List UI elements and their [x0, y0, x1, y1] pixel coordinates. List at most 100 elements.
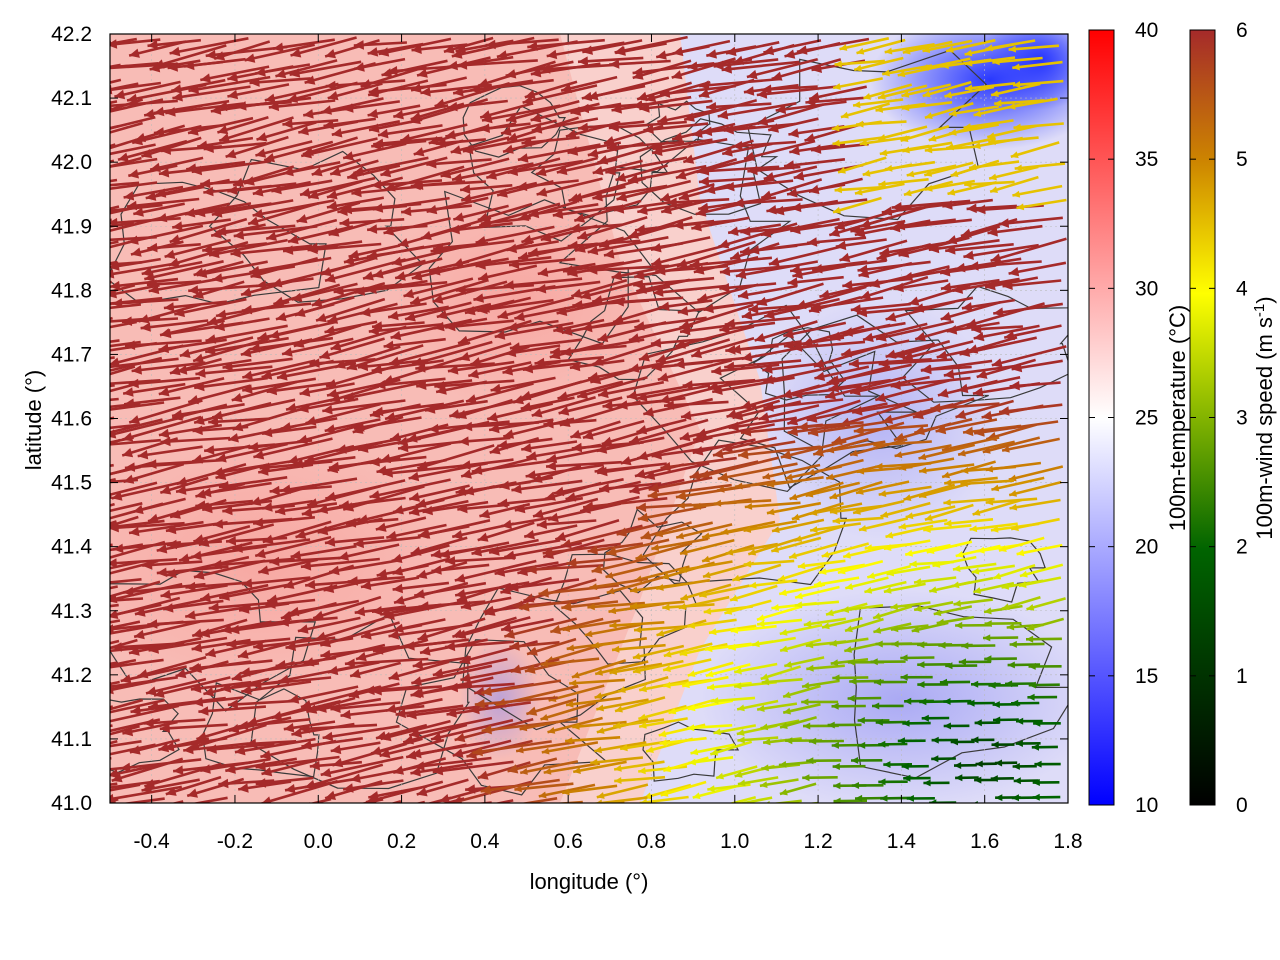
wind-vector-head — [436, 310, 448, 320]
wind-vector-head — [1007, 102, 1016, 110]
wind-vector — [145, 677, 207, 695]
wind-vector-head — [299, 387, 311, 397]
wind-vector — [142, 560, 203, 567]
wind-vector-head — [141, 804, 151, 814]
wind-vector-head — [451, 49, 463, 59]
wind-vector-head — [481, 113, 493, 124]
wind-vector-head — [840, 111, 849, 119]
wind-vector — [110, 423, 139, 430]
wind-vector-head — [639, 685, 647, 693]
wind-vector-head — [40, 110, 51, 119]
wind-vector — [963, 119, 1014, 130]
wind-vector-head — [942, 200, 953, 210]
wind-vector-head — [679, 566, 687, 573]
wind-vector-head — [383, 340, 394, 351]
wind-vector-head — [447, 60, 458, 71]
wind-vector — [191, 638, 251, 651]
wind-vector — [110, 658, 137, 667]
wind-vector — [733, 662, 778, 674]
wind-vector — [249, 256, 332, 274]
wind-vector — [480, 778, 560, 793]
wind-vector-head — [878, 778, 886, 786]
wind-vector-head — [516, 181, 528, 192]
wind-vector-head — [386, 530, 397, 541]
wind-vector-head — [639, 798, 648, 803]
wind-vector — [195, 365, 273, 376]
wind-vector-head — [501, 519, 512, 530]
wind-vector-head — [856, 47, 865, 55]
wind-vector-head — [763, 402, 774, 412]
wind-vector-head — [509, 342, 521, 352]
wind-vector — [650, 236, 711, 251]
wind-vector-head — [728, 643, 736, 651]
wind-vector-head — [884, 47, 893, 55]
wind-vector-head — [890, 603, 899, 611]
wind-vector — [825, 464, 882, 480]
wind-vector-head — [333, 286, 344, 296]
wind-vector-head — [241, 685, 252, 695]
wind-vector — [1001, 437, 1060, 452]
wind-vector-head — [744, 503, 753, 510]
wind-vector — [674, 356, 753, 367]
wind-vector-head — [592, 192, 603, 202]
wind-vector-head — [167, 62, 178, 72]
wind-vector — [991, 345, 1067, 367]
wind-vector — [532, 497, 599, 518]
wind-vector-head — [306, 704, 318, 714]
wind-vector — [128, 520, 204, 535]
wind-vector-head — [229, 624, 240, 635]
wind-vector-head — [953, 600, 962, 607]
wind-vector-head — [813, 447, 824, 457]
wind-vector-head — [85, 627, 96, 636]
wind-vector-head — [480, 217, 492, 228]
wind-vector-head — [758, 412, 770, 422]
x-tick-label: 1.4 — [887, 830, 917, 853]
wind-vector-head — [39, 160, 50, 169]
wind-vector — [322, 724, 400, 740]
wind-vector — [628, 324, 694, 342]
wind-vector — [434, 379, 515, 388]
wind-vector — [703, 298, 772, 312]
wind-vector — [231, 380, 298, 402]
wind-vector — [86, 806, 143, 820]
wind-vector-head — [793, 171, 805, 181]
wind-vector — [432, 657, 508, 677]
wind-vector-head — [259, 462, 270, 472]
wind-vector — [842, 277, 913, 288]
wind-vector-head — [1009, 490, 1017, 497]
wind-vector-head — [806, 757, 814, 765]
wind-vector — [110, 502, 143, 513]
wind-vector-head — [645, 92, 657, 103]
wind-vector — [548, 684, 605, 702]
wind-vector — [520, 797, 558, 803]
wind-vector — [266, 584, 338, 603]
wind-vector-head — [266, 231, 277, 241]
wind-vector-head — [698, 176, 710, 187]
wind-vector — [729, 584, 778, 602]
wind-vector — [171, 805, 243, 827]
wind-vector-head — [85, 110, 96, 119]
wind-vector — [485, 38, 559, 47]
wind-vector-head — [954, 262, 966, 273]
wind-vector-head — [531, 408, 543, 418]
wind-vector — [973, 324, 1040, 340]
wind-vector — [372, 196, 450, 211]
wind-vector-head — [507, 322, 518, 332]
wind-vector-head — [918, 453, 927, 461]
wind-vector-head — [165, 524, 177, 535]
wind-vector — [296, 424, 361, 444]
x-tick-label: -0.2 — [217, 830, 253, 853]
wind-vector-head — [41, 330, 52, 339]
wind-vector-head — [984, 607, 992, 615]
wind-vector — [126, 197, 200, 208]
wind-vector — [110, 438, 121, 445]
wind-vector-head — [392, 583, 403, 594]
wind-vector-head — [357, 361, 369, 372]
wind-vector — [998, 536, 1045, 552]
wind-vector-head — [615, 705, 623, 713]
wind-vector — [756, 605, 802, 621]
wind-vector-head — [47, 136, 58, 145]
wind-vector-head — [991, 484, 1000, 492]
wind-vector-head — [1031, 743, 1039, 751]
wind-vector-head — [570, 429, 582, 439]
